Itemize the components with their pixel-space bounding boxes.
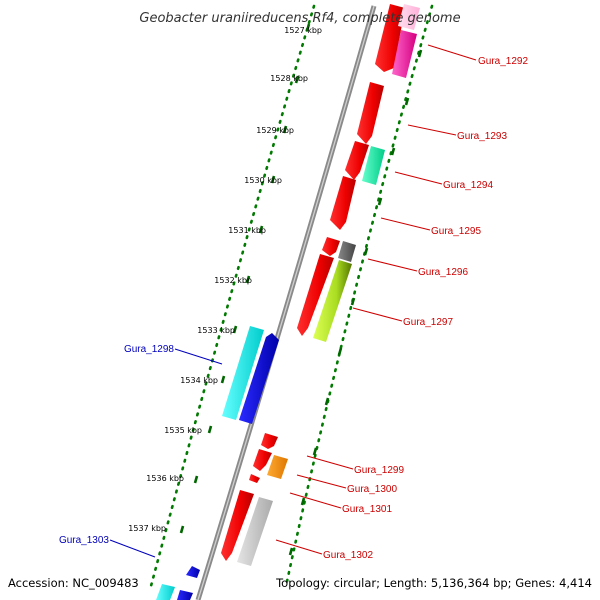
label-Gura_1293[interactable]: Gura_1293 [457,131,507,142]
kbp-label: 1529 kbp [256,126,294,135]
kbp-label: 1537 kbp [128,524,166,533]
gene-Gura_1302[interactable] [221,490,254,561]
feature-lightpink [398,4,420,30]
feature-cyan-bottom[interactable] [156,584,175,600]
label-Gura_1295[interactable]: Gura_1295 [431,226,481,237]
gene-Gura_1293[interactable] [357,82,384,144]
gene-Gura_1301[interactable] [249,474,260,483]
feature-track-right [237,4,420,566]
accession-text: Accession: NC_009483 [8,576,139,590]
kbp-label: 1532 kbp [214,276,252,285]
kbp-label: 1527 kbp [284,26,322,35]
label-Gura_1294[interactable]: Gura_1294 [443,180,493,191]
outer-ring [284,4,434,588]
feature-magenta[interactable] [392,30,417,78]
gene-Gura_1303[interactable] [186,566,200,578]
kbp-label: 1535 kbp [164,426,202,435]
map-title: Geobacter uraniireducens Rf4, complete g… [139,11,460,26]
kbp-label: 1531 kbp [228,226,266,235]
label-Gura_1303[interactable]: Gura_1303 [59,535,109,546]
label-Gura_1301[interactable]: Gura_1301 [342,504,392,515]
gene-labels-forward: Gura_1292 Gura_1293 Gura_1294 Gura_1295 … [323,56,528,561]
kbp-labels: 1527 kbp 1528 kbp 1529 kbp 1530 kbp 1531… [128,26,322,533]
label-Gura_1297[interactable]: Gura_1297 [403,317,453,328]
gene-Gura_1298[interactable] [239,333,279,424]
kbp-label: 1528 kbp [270,74,308,83]
gene-Gura_1292[interactable] [375,4,405,72]
label-Gura_1292[interactable]: Gura_1292 [478,56,528,67]
feature-silver[interactable] [237,497,273,566]
label-Gura_1302[interactable]: Gura_1302 [323,550,373,561]
label-Gura_1296[interactable]: Gura_1296 [418,267,468,278]
gene-Gura_1300[interactable] [253,449,272,471]
feature-mint[interactable] [362,146,385,185]
feature-lime[interactable] [313,260,352,342]
kbp-label: 1530 kbp [244,176,282,185]
gene-Gura_1294[interactable] [345,141,369,180]
gene-Gura_1296[interactable] [322,237,340,256]
reverse-genes [156,326,279,600]
feature-blue-bottom[interactable] [177,590,193,600]
leader-lines-reverse [109,348,223,558]
gene-labels-reverse: Gura_1298 Gura_1303 [59,344,174,546]
gene-Gura_1299[interactable] [261,433,278,449]
kbp-label: 1534 kbp [180,376,218,385]
forward-genes [221,4,405,561]
outer-tick-marks [288,49,423,556]
kbp-tick-marks [179,23,311,534]
genome-summary-text: Topology: circular; Length: 5,136,364 bp… [275,576,592,590]
kbp-label: 1533 kbp [197,326,235,335]
label-Gura_1300[interactable]: Gura_1300 [347,484,397,495]
feature-darkgray[interactable] [338,241,356,262]
label-Gura_1298[interactable]: Gura_1298 [124,344,174,355]
gene-Gura_1297[interactable] [297,254,334,336]
label-Gura_1299[interactable]: Gura_1299 [354,465,404,476]
gene-Gura_1298-cyan[interactable] [222,326,264,420]
kbp-label: 1536 kbp [146,474,184,483]
feature-orange[interactable] [267,455,288,479]
leader-lines-forward [275,44,477,555]
coordinate-ring [149,4,316,588]
gene-Gura_1295[interactable] [330,176,356,230]
